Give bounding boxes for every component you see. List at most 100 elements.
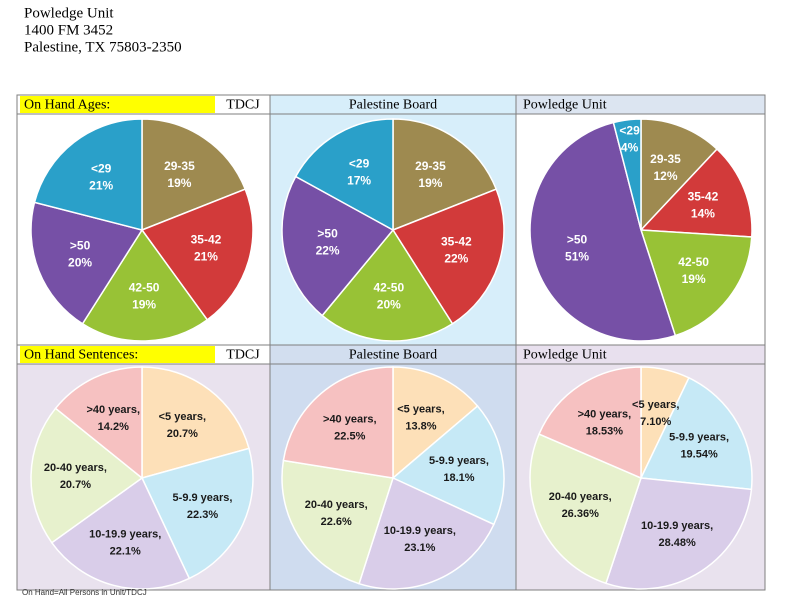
section-label-box <box>20 346 215 363</box>
chart-title: TDCJ <box>226 98 260 113</box>
slice-value-label: 22.3% <box>187 509 218 521</box>
slice-label: 20-40 years, 22.6% <box>305 499 368 528</box>
slice-label: >40 years, 14.2% <box>86 404 140 433</box>
pie-slice <box>30 201 144 325</box>
slice-label: <5 years, 13.8% <box>397 403 444 432</box>
pie-slice <box>604 477 753 590</box>
slice-label: >50 22% <box>316 227 340 258</box>
slice-label: >50 51% <box>565 233 589 264</box>
slice-label: 35-42 21% <box>191 233 222 264</box>
slice-value-label: 22.1% <box>110 545 141 557</box>
slice-category: >50 <box>567 233 588 247</box>
pie-slice <box>81 228 209 342</box>
pie-slice <box>282 366 394 479</box>
slice-category: 10-19.9 years, <box>89 528 161 540</box>
pie-slice <box>391 405 505 526</box>
chart-title: Palestine Board <box>349 98 437 113</box>
slice-value-label: 26.36% <box>562 508 600 520</box>
pie <box>529 366 753 590</box>
pie-slice <box>639 376 753 491</box>
slice-label: 42-50 20% <box>373 281 404 312</box>
slice-value-label: 12% <box>654 169 678 183</box>
pie-slice <box>30 407 144 544</box>
section-label: On Hand Ages: <box>24 98 110 113</box>
pie-slice <box>392 366 479 480</box>
slice-category: 20-40 years, <box>44 462 107 474</box>
slice-category: <29 <box>349 157 370 171</box>
pie <box>281 118 505 342</box>
pie-slice <box>612 118 642 231</box>
pie <box>30 118 254 342</box>
slice-label: 20-40 years, 20.7% <box>44 462 107 491</box>
chart-grid: On Hand Ages: On Hand Sentences: TDCJ 29-35… <box>16 94 766 591</box>
slice-category: <5 years, <box>632 399 679 411</box>
section-label: On Hand Sentences: <box>24 348 138 363</box>
slice-value-label: 51% <box>565 250 589 264</box>
header-line: 1400 FM 3452 <box>24 22 113 38</box>
pie-slice <box>640 118 719 232</box>
slice-value-label: 20% <box>68 256 92 270</box>
slice-value-label: 20.7% <box>167 428 198 440</box>
pie-slice <box>392 118 498 232</box>
slice-category: 10-19.9 years, <box>384 525 456 537</box>
slice-label: 42-50 19% <box>129 281 160 312</box>
slice-value-label: 18.1% <box>443 472 474 484</box>
slice-label: 35-42 14% <box>688 190 719 221</box>
slice-category: 42-50 <box>678 255 709 269</box>
pie <box>281 366 505 590</box>
section-label-box <box>20 96 215 113</box>
pie-slice <box>294 118 394 232</box>
slice-category: 5-9.9 years, <box>429 455 489 467</box>
slice-category: 29-35 <box>164 159 195 173</box>
slice-value-label: 28.48% <box>658 537 696 549</box>
slice-label: <29 17% <box>347 157 371 188</box>
slice-category: 29-35 <box>415 159 446 173</box>
slice-category: >50 <box>70 239 91 253</box>
chart-title: Powledge Unit <box>523 348 607 363</box>
slice-label: 42-50 19% <box>678 255 709 286</box>
pie-slice <box>281 459 394 585</box>
slice-value-label: 17% <box>347 174 371 188</box>
pie-slice <box>141 366 250 479</box>
chart-title: TDCJ <box>226 348 260 363</box>
slice-category: 5-9.9 years, <box>173 492 233 504</box>
pie <box>30 366 254 590</box>
slice-value-label: 14.2% <box>98 421 129 433</box>
slice-value-label: 7.10% <box>640 416 671 428</box>
slice-category: 42-50 <box>373 281 404 295</box>
pie-slice <box>321 228 454 342</box>
slice-value-label: 20% <box>377 298 401 312</box>
slice-label: 29-35 19% <box>415 159 446 190</box>
slice-label: <29 4% <box>619 124 640 155</box>
slice-category: 20-40 years, <box>305 499 368 511</box>
chart-title: Palestine Board <box>349 348 437 363</box>
slice-category: 42-50 <box>129 281 160 295</box>
slice-label: <5 years, 20.7% <box>159 411 206 440</box>
pie <box>529 118 753 342</box>
slice-label: 10-19.9 years, 23.1% <box>384 525 456 554</box>
slice-value-label: 19% <box>132 298 156 312</box>
footnote: On Hand=All Persons in Unit/TDCJ <box>22 588 147 597</box>
slice-category: >40 years, <box>578 408 632 420</box>
slice-label: 20-40 years, 26.36% <box>549 491 612 520</box>
slice-value-label: 18.53% <box>586 425 624 437</box>
slice-label: <5 years, 7.10% <box>632 399 679 428</box>
pie-slice <box>281 175 395 317</box>
chart-title: Powledge Unit <box>523 98 607 113</box>
slice-value-label: 21% <box>89 179 113 193</box>
slice-category: >40 years, <box>323 413 377 425</box>
slice-category: <29 <box>619 124 640 138</box>
slice-label: 29-35 12% <box>650 152 681 183</box>
slice-value-label: 4% <box>621 141 639 155</box>
slice-value-label: 21% <box>194 250 218 264</box>
slice-value-label: 23.1% <box>404 542 435 554</box>
slice-value-label: 22% <box>444 252 468 266</box>
slice-category: 35-42 <box>688 190 719 204</box>
pie-slice <box>639 148 753 238</box>
slice-label: 5-9.9 years, 19.54% <box>669 431 729 460</box>
slice-value-label: 19.54% <box>680 448 718 460</box>
slice-label: 29-35 19% <box>164 159 195 190</box>
slice-label: 10-19.9 years, 22.1% <box>89 528 161 557</box>
pie-slice <box>529 121 677 342</box>
